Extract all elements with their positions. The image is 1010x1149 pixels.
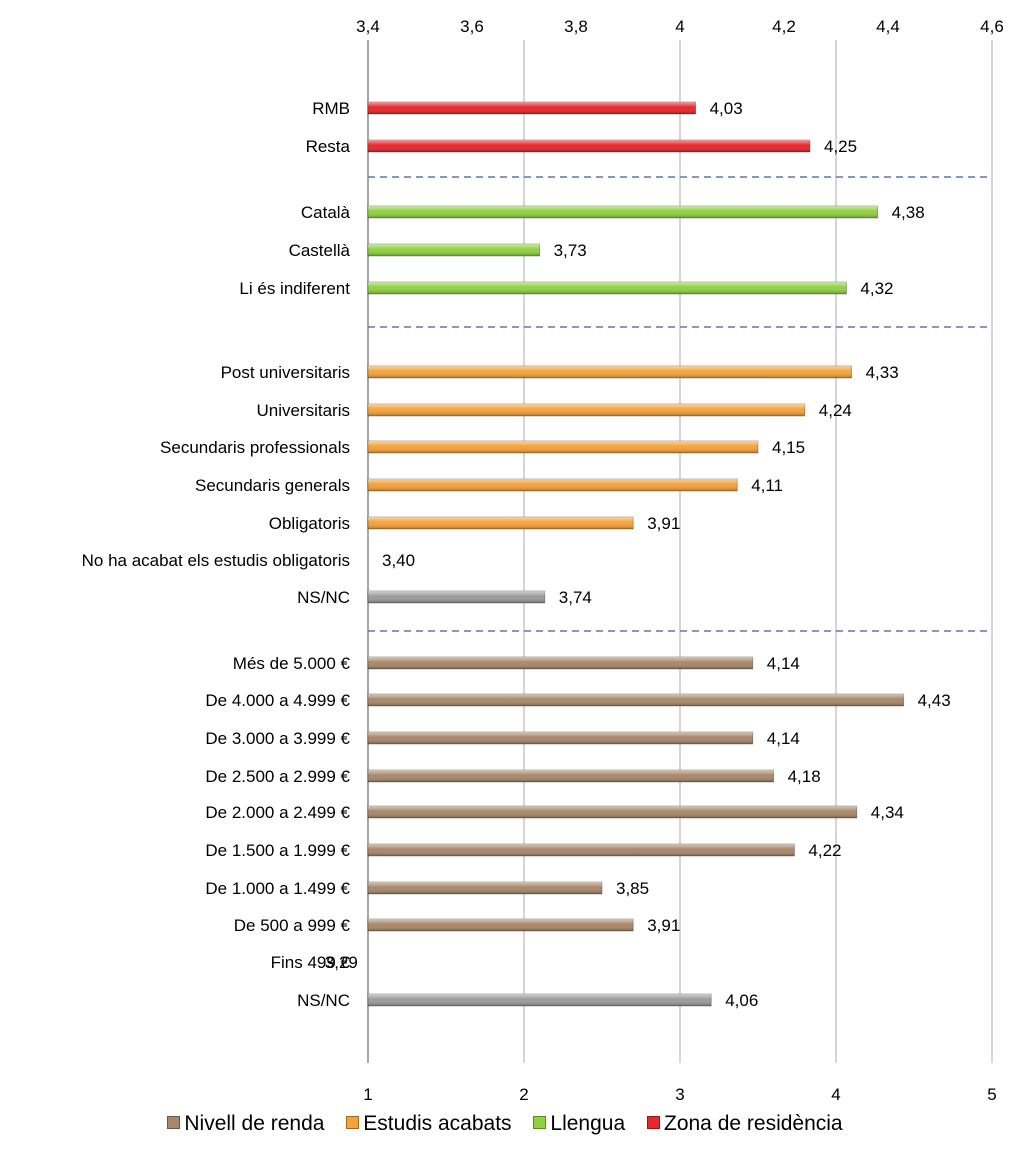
- value-label: 3,74: [559, 588, 592, 607]
- category-label: Li és indiferent: [239, 279, 350, 298]
- category-label: De 1.000 a 1.499 €: [205, 879, 350, 898]
- value-label: 4,38: [892, 203, 925, 222]
- category-label: De 3.000 a 3.999 €: [205, 729, 350, 748]
- category-label: De 500 a 999 €: [234, 916, 351, 935]
- category-label: Secundaris generals: [195, 476, 350, 495]
- top-tick-label: 4,4: [876, 17, 900, 36]
- legend-swatch: [167, 1116, 181, 1129]
- category-label: Obligatoris: [269, 514, 350, 533]
- value-label: 3,91: [647, 514, 680, 533]
- value-label: 4,33: [866, 363, 899, 382]
- legend-item-llengua: Llengua: [533, 1112, 625, 1136]
- bar-highlight: [368, 770, 774, 782]
- value-label: 4,14: [767, 729, 800, 748]
- value-label: 3,73: [554, 241, 587, 260]
- legend-swatch: [346, 1116, 360, 1129]
- bottom-tick-label: 3: [675, 1085, 684, 1100]
- value-label: 4,22: [808, 841, 841, 860]
- category-label: Fins 499 €: [271, 953, 351, 972]
- value-label: 3,40: [382, 551, 415, 570]
- legend-swatch: [647, 1116, 660, 1129]
- bar-highlight: [368, 919, 634, 931]
- category-label: Català: [301, 203, 351, 222]
- bottom-tick-label: 1: [363, 1085, 372, 1100]
- value-label: 4,14: [767, 654, 800, 673]
- legend-label: Llengua: [550, 1112, 626, 1135]
- bar-highlight: [368, 732, 753, 744]
- legend-label: Nivell de renda: [184, 1112, 325, 1135]
- value-label: 4,03: [710, 99, 743, 118]
- legend: Nivell de renda Estudis acabats Llengua …: [0, 1112, 1010, 1136]
- value-label: 3,85: [616, 879, 649, 898]
- bar-highlight: [368, 140, 810, 152]
- legend-label: Estudis acabats: [363, 1112, 512, 1135]
- bar-highlight: [368, 404, 805, 416]
- value-label: 3,29: [325, 953, 358, 972]
- value-label: 3,91: [647, 916, 680, 935]
- bar-highlight: [368, 441, 758, 453]
- top-tick-label: 3,4: [356, 17, 380, 36]
- bar-highlight: [368, 282, 847, 294]
- legend-item-zona-de-residencia: Zona de residència: [647, 1112, 843, 1136]
- bottom-tick-label: 5: [987, 1085, 996, 1100]
- category-label: NS/NC: [297, 991, 350, 1010]
- bar-highlight: [368, 244, 540, 256]
- bar-highlight: [368, 366, 852, 378]
- bar-chart: 3,4 3,6 3,8 4 4,2 4,4 4,6 1 2 3 4 5 RMB 4,03 Resta 4,25…: [82, 17, 1004, 1100]
- value-label: 4,25: [824, 137, 857, 156]
- value-label: 4,18: [788, 767, 821, 786]
- category-label: Secundaris professionals: [160, 438, 350, 457]
- value-label: 4,43: [918, 691, 951, 710]
- bar-highlight: [368, 694, 904, 706]
- top-tick-label: 4,2: [772, 17, 796, 36]
- category-label: Post universitaris: [221, 363, 350, 382]
- category-label: De 2.000 a 2.499 €: [205, 803, 350, 822]
- category-label: No ha acabat els estudis obligatoris: [82, 551, 350, 570]
- bottom-tick-label: 4: [831, 1085, 840, 1100]
- bar-highlight: [368, 591, 545, 603]
- top-tick-label: 4,6: [980, 17, 1004, 36]
- value-label: 4,34: [871, 803, 904, 822]
- bar-highlight: [368, 994, 712, 1006]
- category-label: Castellà: [289, 241, 351, 260]
- category-label: De 2.500 a 2.999 €: [205, 767, 350, 786]
- bar-highlight: [368, 806, 857, 818]
- category-label: Resta: [306, 137, 351, 156]
- legend-label: Zona de residència: [664, 1112, 843, 1135]
- bar-highlight: [368, 517, 634, 529]
- category-label: Universitaris: [256, 401, 350, 420]
- value-label: 4,24: [819, 401, 852, 420]
- bar-highlight: [368, 844, 795, 856]
- bottom-tick-label: 2: [519, 1085, 528, 1100]
- bar-highlight: [368, 206, 878, 218]
- bar-highlight: [368, 657, 753, 669]
- value-label: 4,15: [772, 438, 805, 457]
- category-label: De 1.500 a 1.999 €: [205, 841, 350, 860]
- legend-item-estudis-acabats: Estudis acabats: [346, 1112, 512, 1136]
- value-label: 4,32: [860, 279, 893, 298]
- category-label: RMB: [312, 99, 350, 118]
- top-tick-label: 4: [675, 17, 684, 36]
- bar-highlight: [368, 882, 602, 894]
- value-label: 4,11: [751, 476, 783, 495]
- category-label: De 4.000 a 4.999 €: [205, 691, 350, 710]
- category-label: NS/NC: [297, 588, 350, 607]
- legend-swatch: [533, 1116, 547, 1129]
- legend-item-nivell-de-renda: Nivell de renda: [167, 1112, 324, 1136]
- bar-highlight: [368, 102, 696, 114]
- category-label: Més de 5.000 €: [233, 654, 351, 673]
- value-label: 4,06: [725, 991, 758, 1010]
- top-tick-label: 3,8: [564, 17, 588, 36]
- top-tick-label: 3,6: [460, 17, 484, 36]
- bar-highlight: [368, 479, 738, 491]
